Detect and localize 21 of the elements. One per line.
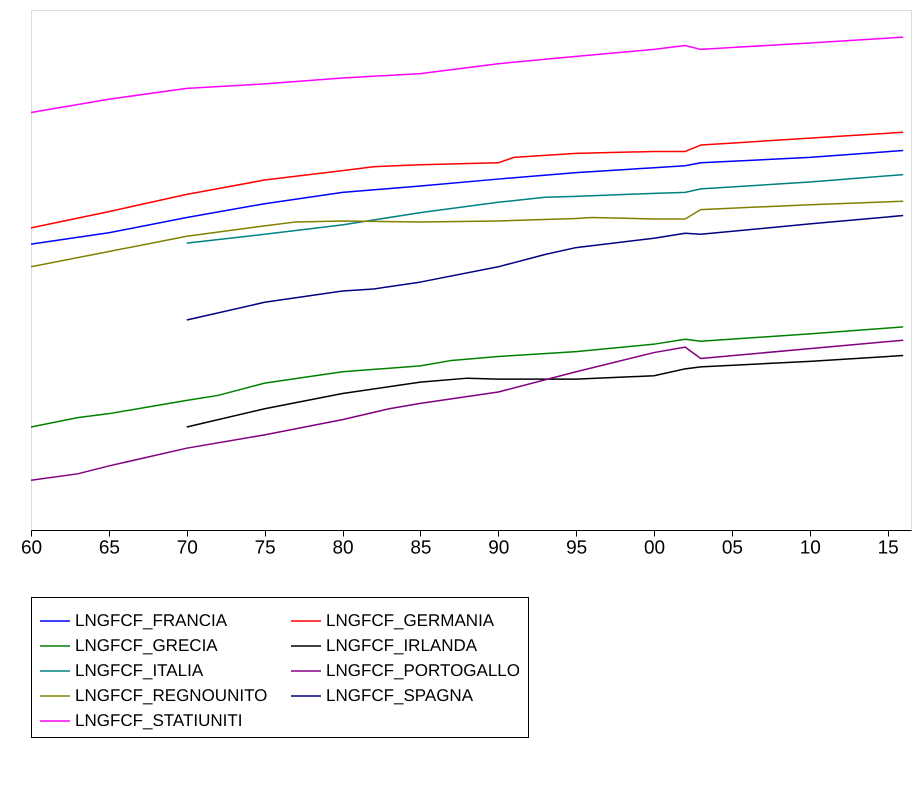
x-tick-label: 80 bbox=[332, 538, 354, 558]
legend-label: LNGFCF_REGNOUNITO bbox=[75, 686, 268, 705]
legend-label: LNGFCF_GRECIA bbox=[75, 636, 218, 655]
x-tick-label: 85 bbox=[410, 538, 432, 558]
x-tick-label: 95 bbox=[566, 538, 588, 558]
x-tick-label: 90 bbox=[488, 538, 510, 558]
x-tick-label: 75 bbox=[254, 538, 276, 558]
legend-label: LNGFCF_IRLANDA bbox=[326, 636, 478, 655]
x-tick-label: 05 bbox=[722, 538, 743, 558]
x-tick-label: 00 bbox=[644, 538, 666, 558]
x-tick-label: 10 bbox=[800, 538, 821, 558]
legend-label: LNGFCF_PORTOGALLO bbox=[326, 661, 520, 680]
legend-label: LNGFCF_ITALIA bbox=[75, 661, 204, 680]
legend-label: LNGFCF_FRANCIA bbox=[75, 611, 228, 630]
x-tick-label: 60 bbox=[20, 538, 42, 558]
x-tick-label: 70 bbox=[176, 538, 198, 558]
legend-label: LNGFCF_GERMANIA bbox=[326, 611, 495, 630]
x-tick-label: 65 bbox=[98, 538, 120, 558]
legend-label: LNGFCF_SPAGNA bbox=[326, 686, 474, 705]
legend-label: LNGFCF_STATIUNITI bbox=[75, 711, 242, 730]
x-tick-label: 15 bbox=[878, 538, 899, 558]
